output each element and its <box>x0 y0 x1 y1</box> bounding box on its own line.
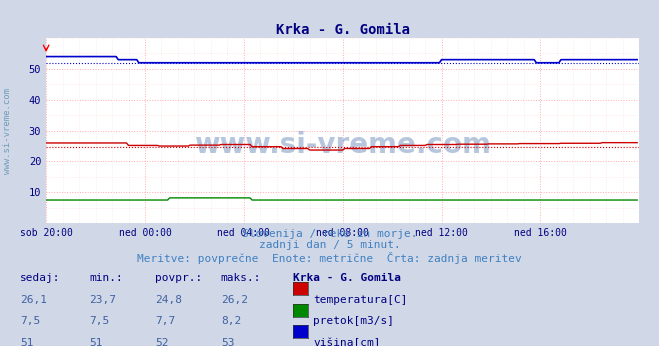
Text: maks.:: maks.: <box>221 273 261 283</box>
Text: pretok[m3/s]: pretok[m3/s] <box>313 316 394 326</box>
Text: 8,2: 8,2 <box>221 316 241 326</box>
Text: 23,7: 23,7 <box>89 295 116 305</box>
Text: 7,5: 7,5 <box>20 316 40 326</box>
Text: višina[cm]: višina[cm] <box>313 338 380 346</box>
Text: 7,5: 7,5 <box>89 316 109 326</box>
Text: 26,1: 26,1 <box>20 295 47 305</box>
Text: temperatura[C]: temperatura[C] <box>313 295 407 305</box>
Text: povpr.:: povpr.: <box>155 273 202 283</box>
Text: zadnji dan / 5 minut.: zadnji dan / 5 minut. <box>258 240 401 251</box>
Text: 7,7: 7,7 <box>155 316 175 326</box>
Text: Krka - G. Gomila: Krka - G. Gomila <box>293 273 401 283</box>
Text: Meritve: povprečne  Enote: metrične  Črta: zadnja meritev: Meritve: povprečne Enote: metrične Črta:… <box>137 252 522 264</box>
Text: Slovenija / reke in morje.: Slovenija / reke in morje. <box>242 229 417 239</box>
Text: min.:: min.: <box>89 273 123 283</box>
Text: www.si-vreme.com: www.si-vreme.com <box>3 89 13 174</box>
Text: sedaj:: sedaj: <box>20 273 60 283</box>
Text: www.si-vreme.com: www.si-vreme.com <box>194 131 491 160</box>
Text: 51: 51 <box>20 338 33 346</box>
Title: Krka - G. Gomila: Krka - G. Gomila <box>275 23 410 37</box>
Text: 51: 51 <box>89 338 102 346</box>
Text: 24,8: 24,8 <box>155 295 182 305</box>
Text: 52: 52 <box>155 338 168 346</box>
Text: 53: 53 <box>221 338 234 346</box>
Text: 26,2: 26,2 <box>221 295 248 305</box>
